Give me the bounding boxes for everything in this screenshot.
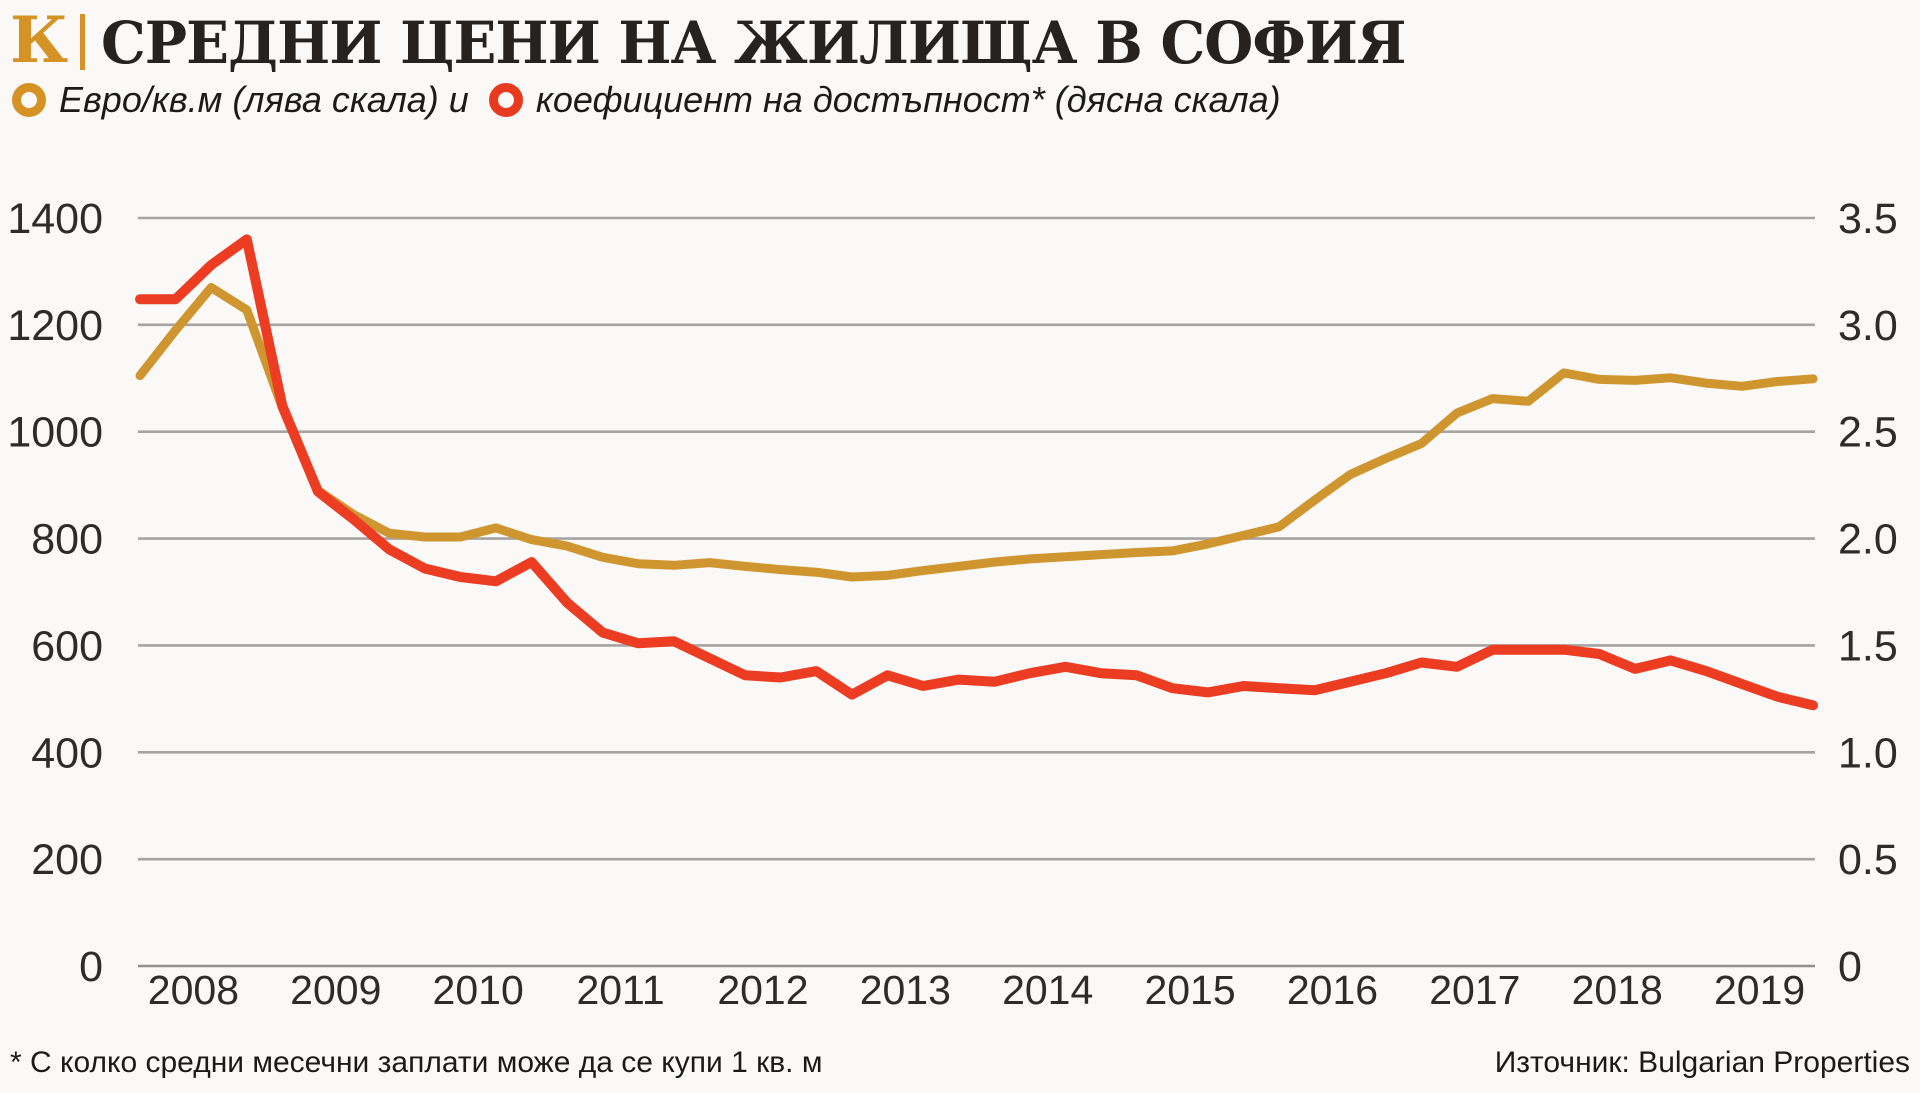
x-axis-year-label: 2019 xyxy=(1714,967,1805,1013)
y-axis-right-tick-label: 3.5 xyxy=(1838,195,1898,243)
y-axis-right-tick-label: 1.0 xyxy=(1838,729,1898,777)
header: К СРЕДНИ ЦЕНИ НА ЖИЛИЩА В СОФИЯ xyxy=(10,3,1446,79)
x-axis-year-label: 2009 xyxy=(290,967,381,1013)
x-axis-year-label: 2013 xyxy=(860,967,951,1013)
footnote: * С колко средни месечни заплати може да… xyxy=(10,1046,823,1079)
affordability-line xyxy=(135,234,1818,711)
y-axis-right-tick-label: 3.0 xyxy=(1838,302,1898,350)
price-line xyxy=(135,283,1818,582)
y-axis-right-tick-label: 1.5 xyxy=(1838,622,1898,670)
y-axis-right-tick-label: 2.0 xyxy=(1838,516,1898,564)
x-axis-year-label: 2014 xyxy=(1002,967,1093,1013)
x-axis-year-label: 2008 xyxy=(148,967,239,1013)
source-credit: Източник: Bulgarian Properties xyxy=(1494,1046,1910,1079)
x-axis-year-label: 2012 xyxy=(717,967,808,1013)
page-title: СРЕДНИ ЦЕНИ НА ЖИЛИЩА В СОФИЯ xyxy=(101,9,1407,77)
affordability-series-legend-ring-icon xyxy=(488,83,523,117)
y-axis-left-tick-label: 1400 xyxy=(7,195,103,243)
y-axis-left-tick-label: 600 xyxy=(31,622,103,670)
y-axis-left-tick-label: 0 xyxy=(79,943,103,991)
y-axis-left-tick-label: 1200 xyxy=(7,302,103,350)
x-axis-year-label: 2015 xyxy=(1144,967,1235,1013)
brand-logo-k: К xyxy=(10,3,69,79)
y-axis-left-tick-label: 400 xyxy=(31,729,103,777)
y-axis-left-tick-label: 1000 xyxy=(7,409,103,457)
x-axis-year-label: 2018 xyxy=(1572,967,1663,1013)
brand-logo-divider-icon xyxy=(80,14,86,70)
y-axis-right-tick-label: 0 xyxy=(1838,943,1862,991)
x-axis-year-label: 2010 xyxy=(433,967,524,1013)
y-axis-right-tick-label: 0.5 xyxy=(1838,836,1898,884)
y-axis-left-tick-label: 800 xyxy=(31,516,103,564)
chart-legend: Евро/кв.м (лява скала) и коефициент на д… xyxy=(12,78,1287,122)
x-axis-year-label: 2017 xyxy=(1429,967,1520,1013)
x-axis-year-label: 2011 xyxy=(576,967,664,1013)
price-series-legend-ring-icon xyxy=(12,83,46,117)
chart-footer: * С колко средни месечни заплати може да… xyxy=(10,1046,1910,1080)
affordability-series-legend-label: коефициент на достъпност* (дясна скала) xyxy=(535,79,1281,120)
y-axis-left-tick-label: 200 xyxy=(31,836,103,884)
y-axis-right-tick-label: 2.5 xyxy=(1838,409,1898,457)
x-axis-year-label: 2016 xyxy=(1287,967,1378,1013)
price-series-legend-label: Евро/кв.м (лява скала) и xyxy=(59,79,469,120)
